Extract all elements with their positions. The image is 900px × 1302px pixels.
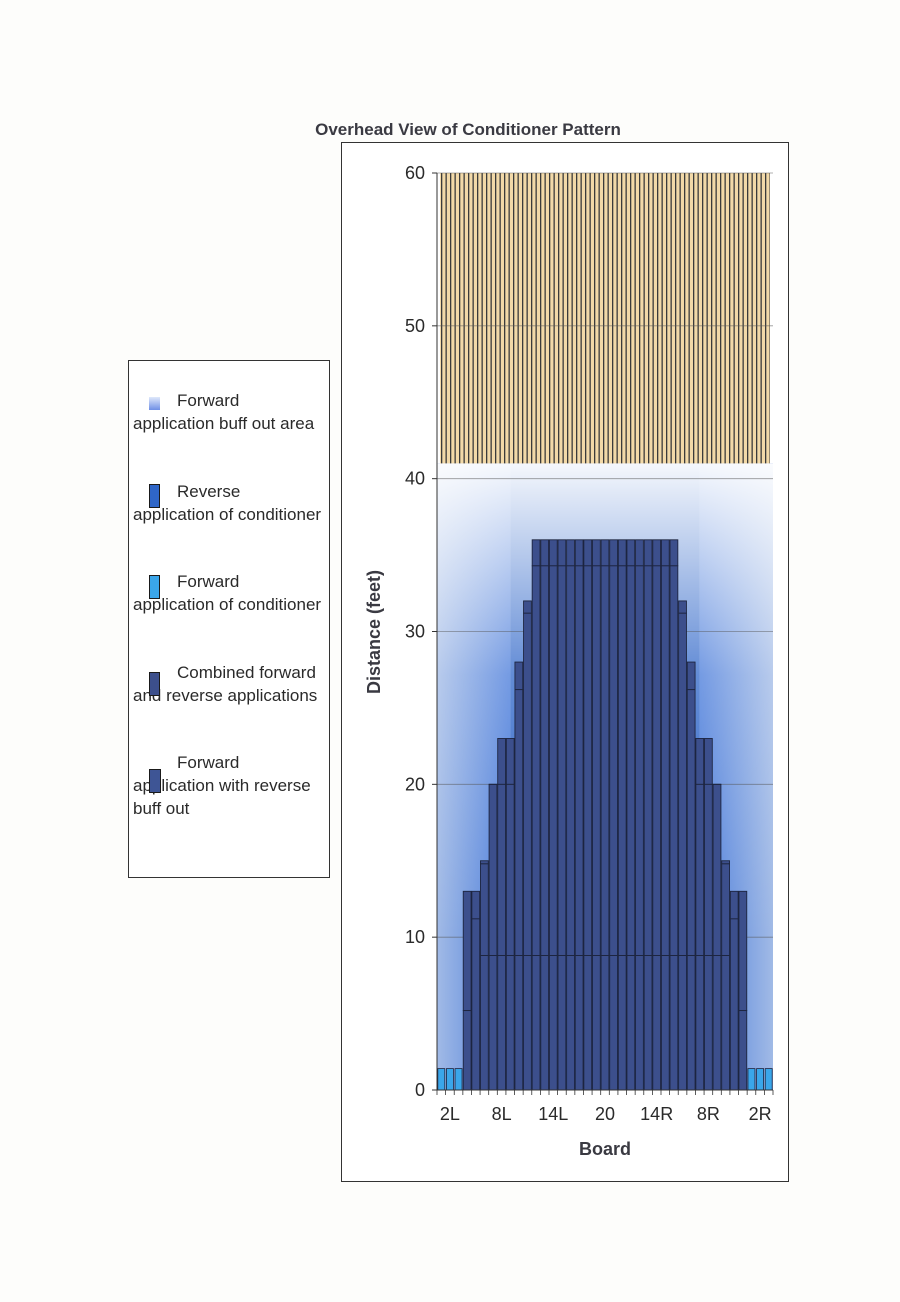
legend-item-combined-applications: Combined forward and reverse application…	[133, 661, 323, 707]
combined-application-bar	[617, 539, 627, 1091]
combined-application-bar	[738, 890, 748, 1091]
x-tick-label: 8L	[492, 1104, 512, 1124]
combined-application-bar	[721, 860, 730, 1091]
combined-application-bar	[609, 539, 618, 1091]
x-tick-label: 14L	[538, 1104, 568, 1124]
combined-application-bar	[514, 661, 524, 1091]
page-title: Overhead View of Conditioner Pattern	[315, 120, 621, 139]
combined-application-bar	[643, 539, 653, 1091]
combined-application-bar	[497, 738, 506, 1091]
combined-application-bar	[652, 539, 662, 1091]
combined-application-bar	[566, 539, 575, 1091]
y-axis-title: Distance (feet)	[364, 570, 384, 694]
legend-label-reverse-buff-out: Forward application with reverse buff ou…	[133, 753, 311, 818]
axes: 0 10 20 30 40 50 60 2L 8L 14L 20 14R 8R 2R	[405, 163, 774, 1124]
y-tick-label: 10	[405, 927, 425, 947]
combined-application-bar	[695, 738, 705, 1091]
x-tick-label: 2L	[440, 1104, 460, 1124]
y-tick-label: 20	[405, 774, 425, 794]
forward-application-bar	[756, 1068, 764, 1091]
x-tick-label: 20	[595, 1104, 615, 1124]
y-tick-label: 60	[405, 163, 425, 183]
combined-application-bar	[592, 539, 601, 1091]
legend-label-forward-application: Forward application of conditioner	[133, 572, 322, 614]
combined-application-bar	[531, 539, 541, 1091]
combined-application-bar	[583, 539, 593, 1091]
forward-application-bar	[437, 1068, 446, 1091]
x-axis-title: Board	[579, 1139, 631, 1159]
oil-free-zone	[440, 173, 770, 464]
forward-application-bar	[446, 1068, 454, 1091]
combined-application-bar	[626, 539, 636, 1091]
combined-application-bar	[729, 890, 739, 1091]
combined-application-bar	[678, 600, 687, 1091]
y-tick-label: 30	[405, 622, 425, 642]
combined-application-bar	[686, 661, 696, 1091]
legend-item-reverse-buff-out: Forward application with reverse buff ou…	[133, 751, 323, 820]
legend: Forward application buff out area Revers…	[128, 360, 330, 878]
combined-application-bar	[704, 738, 713, 1091]
combined-application-bar	[557, 539, 567, 1091]
legend-item-forward-buff-out: Forward application buff out area	[133, 389, 323, 435]
legend-label-forward-buff-out: Forward application buff out area	[133, 391, 315, 433]
forward-application-bar	[764, 1068, 773, 1091]
combined-application-bar	[523, 600, 532, 1091]
y-tick-label: 50	[405, 316, 425, 336]
bars-layer	[437, 539, 773, 1091]
combined-application-bar	[635, 539, 644, 1091]
x-tick-label: 8R	[697, 1104, 720, 1124]
legend-swatch-forward-buff-out	[149, 397, 160, 410]
legend-item-forward-application: Forward application of conditioner	[133, 570, 323, 616]
combined-application-bar	[540, 539, 550, 1091]
y-tick-label: 40	[405, 469, 425, 489]
combined-application-bar	[505, 738, 515, 1091]
x-tick-label: 14R	[640, 1104, 673, 1124]
combined-application-bar	[669, 539, 679, 1091]
legend-swatch-forward-application	[149, 575, 160, 599]
legend-swatch-combined-applications	[149, 672, 160, 696]
combined-application-bar	[462, 890, 472, 1091]
combined-application-bar	[480, 860, 489, 1091]
legend-item-reverse-application: Reverse application of conditioner	[133, 480, 323, 526]
combined-application-bar	[548, 539, 558, 1091]
combined-application-bar	[488, 783, 498, 1091]
combined-application-bar	[712, 783, 722, 1091]
forward-application-bar	[454, 1068, 463, 1091]
combined-application-bar	[600, 539, 610, 1091]
x-tick-label: 2R	[749, 1104, 772, 1124]
combined-application-bar	[471, 890, 481, 1091]
legend-swatch-reverse-application	[149, 484, 160, 508]
combined-application-bar	[660, 539, 670, 1091]
legend-label-combined-applications: Combined forward and reverse application…	[133, 663, 318, 705]
legend-swatch-reverse-buff-out	[149, 769, 161, 793]
combined-application-bar	[574, 539, 584, 1091]
forward-application-bar	[747, 1068, 756, 1091]
legend-label-reverse-application: Reverse application of conditioner	[133, 482, 322, 524]
y-tick-label: 0	[415, 1080, 425, 1100]
